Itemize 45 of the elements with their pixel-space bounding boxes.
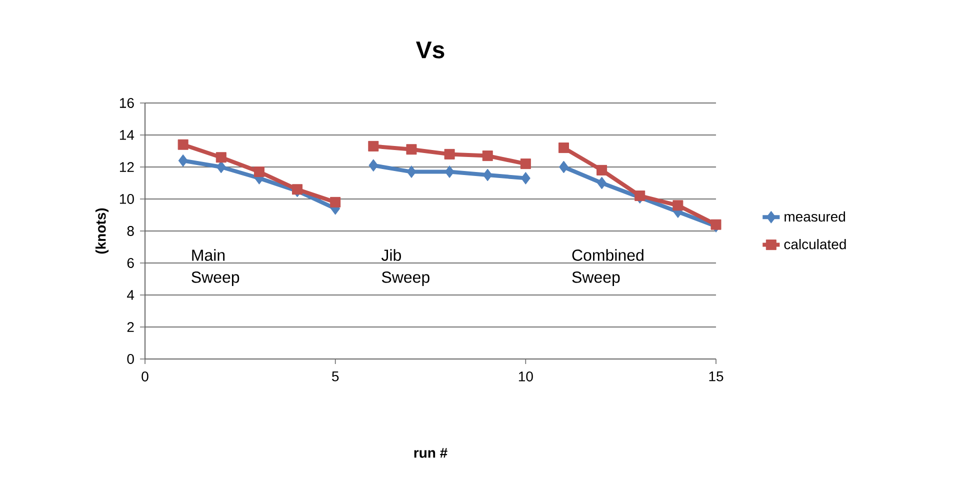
annotation: Jib Sweep — [381, 249, 430, 286]
point — [482, 150, 493, 162]
point — [597, 176, 607, 190]
point — [406, 166, 416, 178]
point — [254, 166, 264, 178]
point — [368, 140, 379, 152]
point — [672, 200, 684, 211]
point — [482, 168, 492, 182]
y-tick-label: 10 — [120, 194, 134, 204]
point — [444, 148, 455, 160]
legend-label: calculated — [784, 238, 846, 250]
y-tick-label: 4 — [127, 290, 134, 300]
point — [558, 142, 569, 154]
point — [596, 164, 608, 176]
point — [178, 139, 188, 150]
point — [520, 172, 530, 184]
point — [444, 166, 454, 178]
x-tick-label: 10 — [518, 372, 533, 382]
point — [710, 219, 722, 230]
y-axis-title: (knots) — [95, 208, 109, 254]
x-axis-title: run # — [414, 448, 448, 458]
point — [178, 154, 188, 167]
point — [520, 158, 531, 170]
y-tick-label: 14 — [120, 130, 134, 140]
y-tick-label: 16 — [120, 98, 134, 108]
chart-title: Vs — [416, 42, 444, 58]
y-tick-label: 8 — [127, 226, 134, 236]
point — [368, 159, 378, 172]
x-tick-label: 0 — [142, 372, 148, 382]
point — [634, 190, 646, 202]
annotation: Combined Sweep — [572, 249, 644, 286]
y-tick-label: 0 — [127, 354, 134, 364]
point — [216, 160, 226, 174]
x-tick-label: 5 — [332, 372, 339, 382]
point — [216, 152, 226, 163]
x-tick-label: 15 — [709, 372, 724, 382]
point — [406, 144, 417, 155]
annotation: Main Sweep — [192, 249, 240, 286]
point — [292, 184, 303, 195]
y-tick-label: 12 — [120, 162, 134, 172]
legend-label: measured — [784, 211, 846, 222]
y-tick-label: 6 — [127, 258, 134, 268]
y-tick-label: 2 — [127, 322, 134, 332]
point — [330, 196, 341, 208]
point — [558, 160, 568, 174]
